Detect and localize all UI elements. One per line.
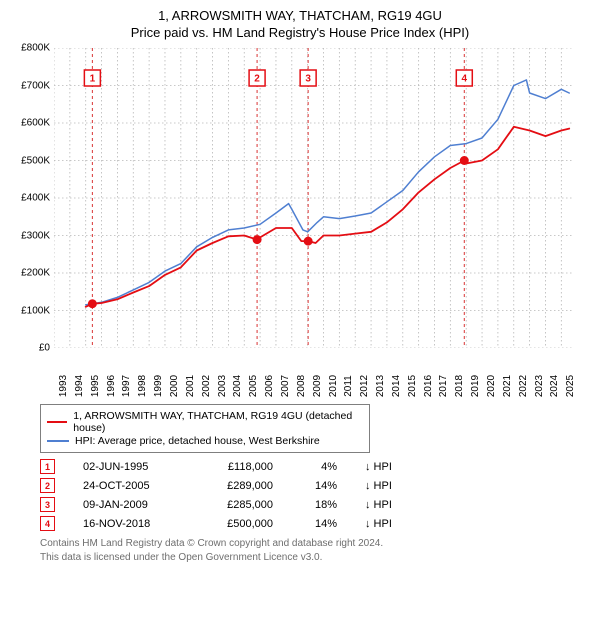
transaction-direction: ↓ HPI <box>365 461 415 473</box>
svg-text:4: 4 <box>462 74 468 85</box>
y-tick-label: £800K <box>21 43 50 54</box>
x-tick-label: 2018 <box>454 375 465 397</box>
transaction-marker: 4 <box>40 516 55 531</box>
svg-text:1: 1 <box>90 74 96 85</box>
x-tick-label: 2010 <box>328 375 339 397</box>
legend-swatch <box>47 440 69 442</box>
y-tick-label: £0 <box>39 343 50 354</box>
transaction-direction: ↓ HPI <box>365 480 415 492</box>
x-tick-label: 2005 <box>248 375 259 397</box>
x-tick-label: 1993 <box>58 375 69 397</box>
x-tick-label: 2011 <box>343 375 354 397</box>
legend-item: HPI: Average price, detached house, West… <box>47 435 363 447</box>
x-axis: 1993 1994 1995 1996 1997 1998 1999 2000 2001 2002… <box>54 348 574 394</box>
transaction-direction: ↓ HPI <box>365 499 415 511</box>
transaction-price: £118,000 <box>203 461 273 473</box>
y-tick-label: £600K <box>21 118 50 129</box>
x-tick-label: 2000 <box>169 375 180 397</box>
x-tick-label: 1998 <box>137 375 148 397</box>
x-tick-label: 2004 <box>232 375 243 397</box>
footer-line-2: This data is licensed under the Open Gov… <box>40 551 590 565</box>
x-tick-label: 2003 <box>217 375 228 397</box>
y-tick-label: £500K <box>21 155 50 166</box>
transaction-row: 4 16-NOV-2018 £500,000 14% ↓ HPI <box>40 516 590 531</box>
x-tick-label: 1996 <box>106 375 117 397</box>
plot-area: 1 2 3 4 <box>54 48 574 348</box>
transaction-pct: 14% <box>301 518 337 530</box>
x-tick-label: 2019 <box>470 375 481 397</box>
transaction-pct: 14% <box>301 480 337 492</box>
transaction-price: £285,000 <box>203 499 273 511</box>
chart-title-address: 1, ARROWSMITH WAY, THATCHAM, RG19 4GU <box>10 8 590 23</box>
y-tick-label: £400K <box>21 193 50 204</box>
chart-title-subtitle: Price paid vs. HM Land Registry's House … <box>10 25 590 40</box>
x-tick-label: 2022 <box>518 375 529 397</box>
legend-label: 1, ARROWSMITH WAY, THATCHAM, RG19 4GU (d… <box>73 410 363 434</box>
transaction-marker: 3 <box>40 497 55 512</box>
x-tick-label: 2007 <box>280 375 291 397</box>
transactions-table: 1 02-JUN-1995 £118,000 4% ↓ HPI 2 24-OCT-2005 £… <box>40 459 590 531</box>
transaction-price: £500,000 <box>203 518 273 530</box>
svg-text:3: 3 <box>305 74 311 85</box>
transaction-price: £289,000 <box>203 480 273 492</box>
y-axis: £0£100K£200K£300K£400K£500K£600K£700K£80… <box>10 48 54 348</box>
y-tick-label: £100K <box>21 305 50 316</box>
chart-svg: 1 2 3 4 <box>54 48 574 348</box>
x-tick-label: 2016 <box>423 375 434 397</box>
transaction-date: 16-NOV-2018 <box>83 518 175 530</box>
x-tick-label: 1999 <box>153 375 164 397</box>
x-tick-label: 2006 <box>264 375 275 397</box>
x-tick-label: 1997 <box>121 375 132 397</box>
transaction-pct: 18% <box>301 499 337 511</box>
legend-label: HPI: Average price, detached house, West… <box>75 435 320 447</box>
x-tick-label: 2012 <box>359 375 370 397</box>
transaction-date: 09-JAN-2009 <box>83 499 175 511</box>
transaction-date: 02-JUN-1995 <box>83 461 175 473</box>
transaction-direction: ↓ HPI <box>365 518 415 530</box>
x-tick-label: 1995 <box>90 375 101 397</box>
transaction-marker: 2 <box>40 478 55 493</box>
x-tick-label: 2021 <box>502 375 513 397</box>
x-tick-label: 2014 <box>391 375 402 397</box>
x-tick-label: 2024 <box>549 375 560 397</box>
legend-item: 1, ARROWSMITH WAY, THATCHAM, RG19 4GU (d… <box>47 410 363 434</box>
x-tick-label: 2008 <box>296 375 307 397</box>
x-tick-label: 2013 <box>375 375 386 397</box>
svg-text:2: 2 <box>254 74 260 85</box>
transaction-date: 24-OCT-2005 <box>83 480 175 492</box>
x-tick-label: 2015 <box>407 375 418 397</box>
transaction-row: 1 02-JUN-1995 £118,000 4% ↓ HPI <box>40 459 590 474</box>
footer-line-1: Contains HM Land Registry data © Crown c… <box>40 537 590 551</box>
transaction-pct: 4% <box>301 461 337 473</box>
x-tick-label: 2001 <box>185 375 196 397</box>
x-tick-label: 2009 <box>312 375 323 397</box>
footer: Contains HM Land Registry data © Crown c… <box>40 537 590 564</box>
transaction-marker: 1 <box>40 459 55 474</box>
transaction-row: 3 09-JAN-2009 £285,000 18% ↓ HPI <box>40 497 590 512</box>
transaction-row: 2 24-OCT-2005 £289,000 14% ↓ HPI <box>40 478 590 493</box>
x-tick-label: 2020 <box>486 375 497 397</box>
legend: 1, ARROWSMITH WAY, THATCHAM, RG19 4GU (d… <box>40 404 370 453</box>
y-tick-label: £700K <box>21 80 50 91</box>
x-tick-label: 2017 <box>438 375 449 397</box>
x-tick-label: 2023 <box>534 375 545 397</box>
chart-area: £0£100K£200K£300K£400K£500K£600K£700K£80… <box>10 48 590 348</box>
x-tick-label: 1994 <box>74 375 85 397</box>
y-tick-label: £200K <box>21 268 50 279</box>
x-tick-label: 2025 <box>565 375 576 397</box>
y-tick-label: £300K <box>21 230 50 241</box>
x-tick-label: 2002 <box>201 375 212 397</box>
legend-swatch <box>47 421 67 423</box>
